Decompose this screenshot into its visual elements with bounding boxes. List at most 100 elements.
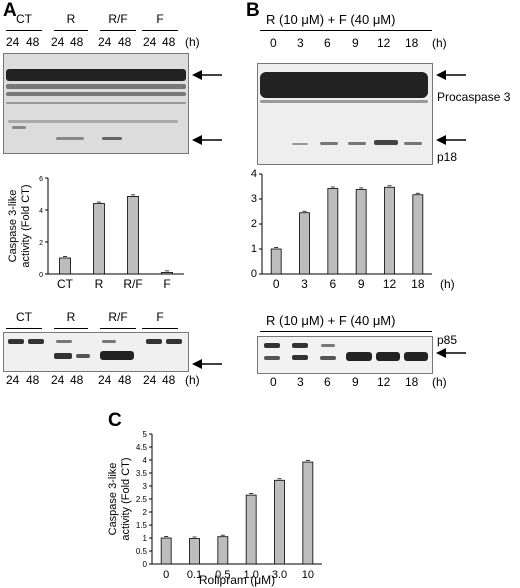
x-tick-label: 3 xyxy=(301,277,308,291)
arrow-icon xyxy=(436,348,466,358)
x-tick-label: 3.0 xyxy=(272,569,287,581)
c-bar-chart: 0 0.5 1 1.5 2 2.5 3 3.5 4 4.5 5 0 0.1 0.5 1.0 3.0 10 Casp… xyxy=(107,430,322,587)
a-group-line xyxy=(6,30,42,31)
a-time: 48 xyxy=(70,35,84,49)
bar xyxy=(299,212,310,275)
panel-a-label: A xyxy=(3,0,17,21)
bar xyxy=(274,479,285,565)
a-group-line xyxy=(100,328,136,329)
a-group-r: R xyxy=(66,12,76,26)
b-time: 3 xyxy=(297,36,304,50)
x-tick-label: 0 xyxy=(273,277,280,291)
a-group-line xyxy=(100,30,136,31)
bar xyxy=(327,188,339,275)
b-time: 12 xyxy=(377,375,391,389)
panel-b-label: B xyxy=(246,0,260,21)
a-group-line xyxy=(142,328,178,329)
a-time: 48 xyxy=(162,373,176,387)
a-group-ct: CT xyxy=(16,310,32,324)
a-group-rf: R/F xyxy=(108,12,128,26)
b-p85-label: p85 xyxy=(437,333,458,347)
x-axis-label: (h) xyxy=(440,277,455,291)
y-axis-label: Caspase 3-likeactivity (Fold CT) xyxy=(107,457,132,540)
a-group-f: F xyxy=(156,310,164,324)
b-time: 9 xyxy=(352,36,359,50)
bar xyxy=(189,538,200,565)
bar xyxy=(302,461,314,565)
bar xyxy=(93,203,105,275)
b-treatment-label: R (10 μM) + F (40 μM) xyxy=(266,12,396,27)
y-tick-label: 0 xyxy=(39,272,43,279)
b-treatment-label-bottom: R (10 μM) + F (40 μM) xyxy=(266,313,396,328)
y-tick-label: 2 xyxy=(251,218,257,230)
a-time: 24 xyxy=(143,35,157,49)
b-procaspase-blot xyxy=(257,63,433,165)
y-tick-label: 4.5 xyxy=(136,443,148,452)
bar xyxy=(245,494,257,565)
arrow-icon xyxy=(436,135,466,145)
y-tick-label: 3 xyxy=(251,193,257,205)
a-time: 48 xyxy=(26,373,40,387)
y-tick-label: 0 xyxy=(251,268,257,280)
x-tick-label: CT xyxy=(57,277,74,291)
y-tick-label: 4 xyxy=(39,208,43,215)
x-axis-label: Rolipram (μM) xyxy=(199,573,275,587)
y-tick-label: 6 xyxy=(39,176,43,183)
arrow-icon xyxy=(436,70,466,80)
b-time: 18 xyxy=(405,375,419,389)
y-tick-label: 0.5 xyxy=(136,547,148,556)
y-tick-label: 1 xyxy=(143,534,148,543)
x-tick-label: 6 xyxy=(329,277,336,291)
a-time: 24 xyxy=(6,35,20,49)
a-group-line xyxy=(142,30,178,31)
b-p85-blot xyxy=(257,336,433,374)
y-tick-label: 2 xyxy=(39,240,43,247)
a-group-r: R xyxy=(66,310,76,324)
arrow-icon xyxy=(192,70,222,80)
y-tick-label: 5 xyxy=(143,430,148,439)
bar xyxy=(217,536,229,565)
y-tick-label: 0 xyxy=(143,560,148,569)
y-tick-label: 2 xyxy=(143,508,148,517)
b-treatment-line xyxy=(260,30,432,31)
bar xyxy=(355,189,367,275)
y-tick-label: 3.5 xyxy=(136,469,148,478)
a-time: 24 xyxy=(6,373,20,387)
b-time: 6 xyxy=(324,375,331,389)
x-tick-label: 12 xyxy=(383,277,397,291)
b-time: 9 xyxy=(352,375,359,389)
a-p85-blot xyxy=(3,332,189,372)
b-unit-h: (h) xyxy=(432,36,447,50)
x-tick-label: 0 xyxy=(163,569,169,581)
bar xyxy=(59,257,71,275)
a-time: 24 xyxy=(143,373,157,387)
b-unit-h: (h) xyxy=(432,375,447,389)
a-group-rf: R/F xyxy=(108,310,128,324)
x-tick-label: 0.5 xyxy=(215,569,230,581)
y-tick-label: 3 xyxy=(143,482,148,491)
a-group-f: F xyxy=(156,12,164,26)
bar xyxy=(384,186,395,275)
x-tick-label: R/F xyxy=(123,277,142,291)
a-time: 48 xyxy=(26,35,40,49)
a-time: 48 xyxy=(162,35,176,49)
x-tick-label: 18 xyxy=(411,277,425,291)
b-procaspase-label: Procaspase 3 xyxy=(437,90,511,104)
b-time: 12 xyxy=(377,36,391,50)
a-time: 24 xyxy=(51,35,65,49)
a-time: 24 xyxy=(98,373,112,387)
bar xyxy=(270,248,282,275)
a-time: 48 xyxy=(70,373,84,387)
a-time: 48 xyxy=(118,35,132,49)
a-group-ct: CT xyxy=(16,12,32,26)
b-time: 0 xyxy=(270,36,277,50)
b-treatment-line xyxy=(260,331,432,332)
bar xyxy=(160,537,172,565)
bar xyxy=(127,195,139,275)
b-p18-label: p18 xyxy=(437,150,458,164)
x-tick-label: F xyxy=(163,277,170,291)
x-tick-label: 9 xyxy=(358,277,365,291)
a-time: 24 xyxy=(51,373,65,387)
bar xyxy=(412,194,424,275)
